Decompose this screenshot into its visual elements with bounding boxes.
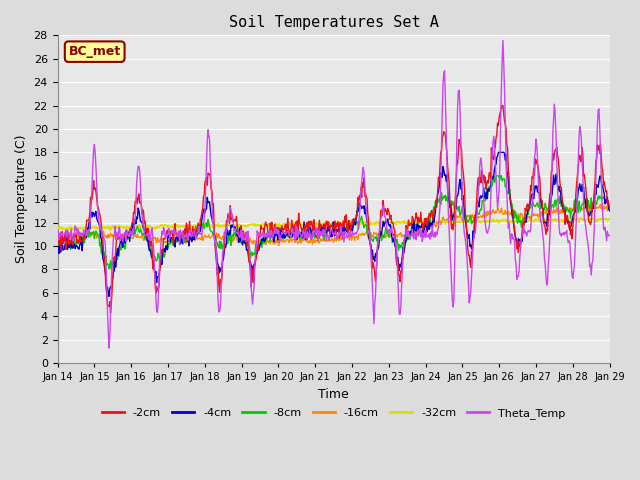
-16cm — [606, 208, 614, 214]
-8cm — [108, 266, 115, 272]
-4cm — [401, 240, 409, 245]
-8cm — [121, 246, 129, 252]
-16cm — [205, 234, 213, 240]
Theta_Temp — [207, 162, 214, 168]
-4cm — [105, 293, 113, 299]
-4cm — [606, 208, 614, 214]
-32cm — [63, 225, 71, 230]
-2cm — [401, 236, 409, 242]
Theta_Temp — [606, 232, 614, 238]
Theta_Temp — [499, 37, 507, 43]
Theta_Temp — [401, 230, 409, 236]
-4cm — [418, 223, 426, 229]
-2cm — [418, 220, 426, 226]
Line: -32cm: -32cm — [58, 218, 610, 230]
Legend: -2cm, -4cm, -8cm, -16cm, -32cm, Theta_Temp: -2cm, -4cm, -8cm, -16cm, -32cm, Theta_Te… — [97, 403, 570, 423]
-16cm — [177, 239, 184, 244]
-32cm — [106, 228, 113, 233]
-16cm — [591, 201, 599, 206]
-4cm — [54, 245, 61, 251]
-8cm — [63, 238, 71, 243]
-4cm — [207, 206, 214, 212]
-2cm — [207, 174, 214, 180]
Theta_Temp — [105, 345, 113, 351]
Line: Theta_Temp: Theta_Temp — [58, 40, 610, 348]
Line: -2cm: -2cm — [58, 106, 610, 313]
-32cm — [54, 225, 61, 231]
Theta_Temp — [63, 228, 71, 234]
-8cm — [401, 239, 409, 244]
-2cm — [177, 235, 185, 241]
X-axis label: Time: Time — [318, 388, 349, 401]
Theta_Temp — [177, 232, 185, 238]
-16cm — [275, 243, 282, 249]
-8cm — [418, 222, 426, 228]
Line: -16cm: -16cm — [58, 204, 610, 246]
Text: BC_met: BC_met — [68, 45, 121, 58]
-16cm — [120, 237, 128, 243]
-2cm — [499, 103, 506, 108]
Theta_Temp — [54, 227, 61, 232]
-2cm — [54, 229, 61, 235]
Line: -8cm: -8cm — [58, 176, 610, 269]
-4cm — [63, 247, 71, 252]
-2cm — [107, 310, 115, 316]
Title: Soil Temperatures Set A: Soil Temperatures Set A — [228, 15, 438, 30]
-8cm — [54, 238, 61, 244]
-8cm — [207, 228, 214, 233]
-32cm — [177, 223, 185, 228]
-16cm — [63, 234, 71, 240]
-16cm — [401, 233, 409, 239]
-32cm — [573, 215, 581, 221]
-32cm — [606, 216, 614, 222]
-4cm — [121, 240, 129, 246]
-2cm — [606, 206, 614, 212]
-8cm — [606, 208, 614, 214]
Line: -4cm: -4cm — [58, 152, 610, 296]
-4cm — [495, 149, 502, 155]
-2cm — [121, 233, 129, 239]
-8cm — [177, 236, 185, 242]
-32cm — [418, 218, 426, 224]
Y-axis label: Soil Temperature (C): Soil Temperature (C) — [15, 135, 28, 264]
-2cm — [63, 239, 71, 244]
Theta_Temp — [418, 228, 426, 234]
-16cm — [418, 228, 426, 233]
-32cm — [401, 220, 409, 226]
-32cm — [121, 225, 129, 231]
-4cm — [177, 233, 185, 239]
Theta_Temp — [121, 231, 129, 237]
-8cm — [493, 173, 500, 179]
-32cm — [207, 222, 214, 228]
-16cm — [54, 235, 61, 240]
